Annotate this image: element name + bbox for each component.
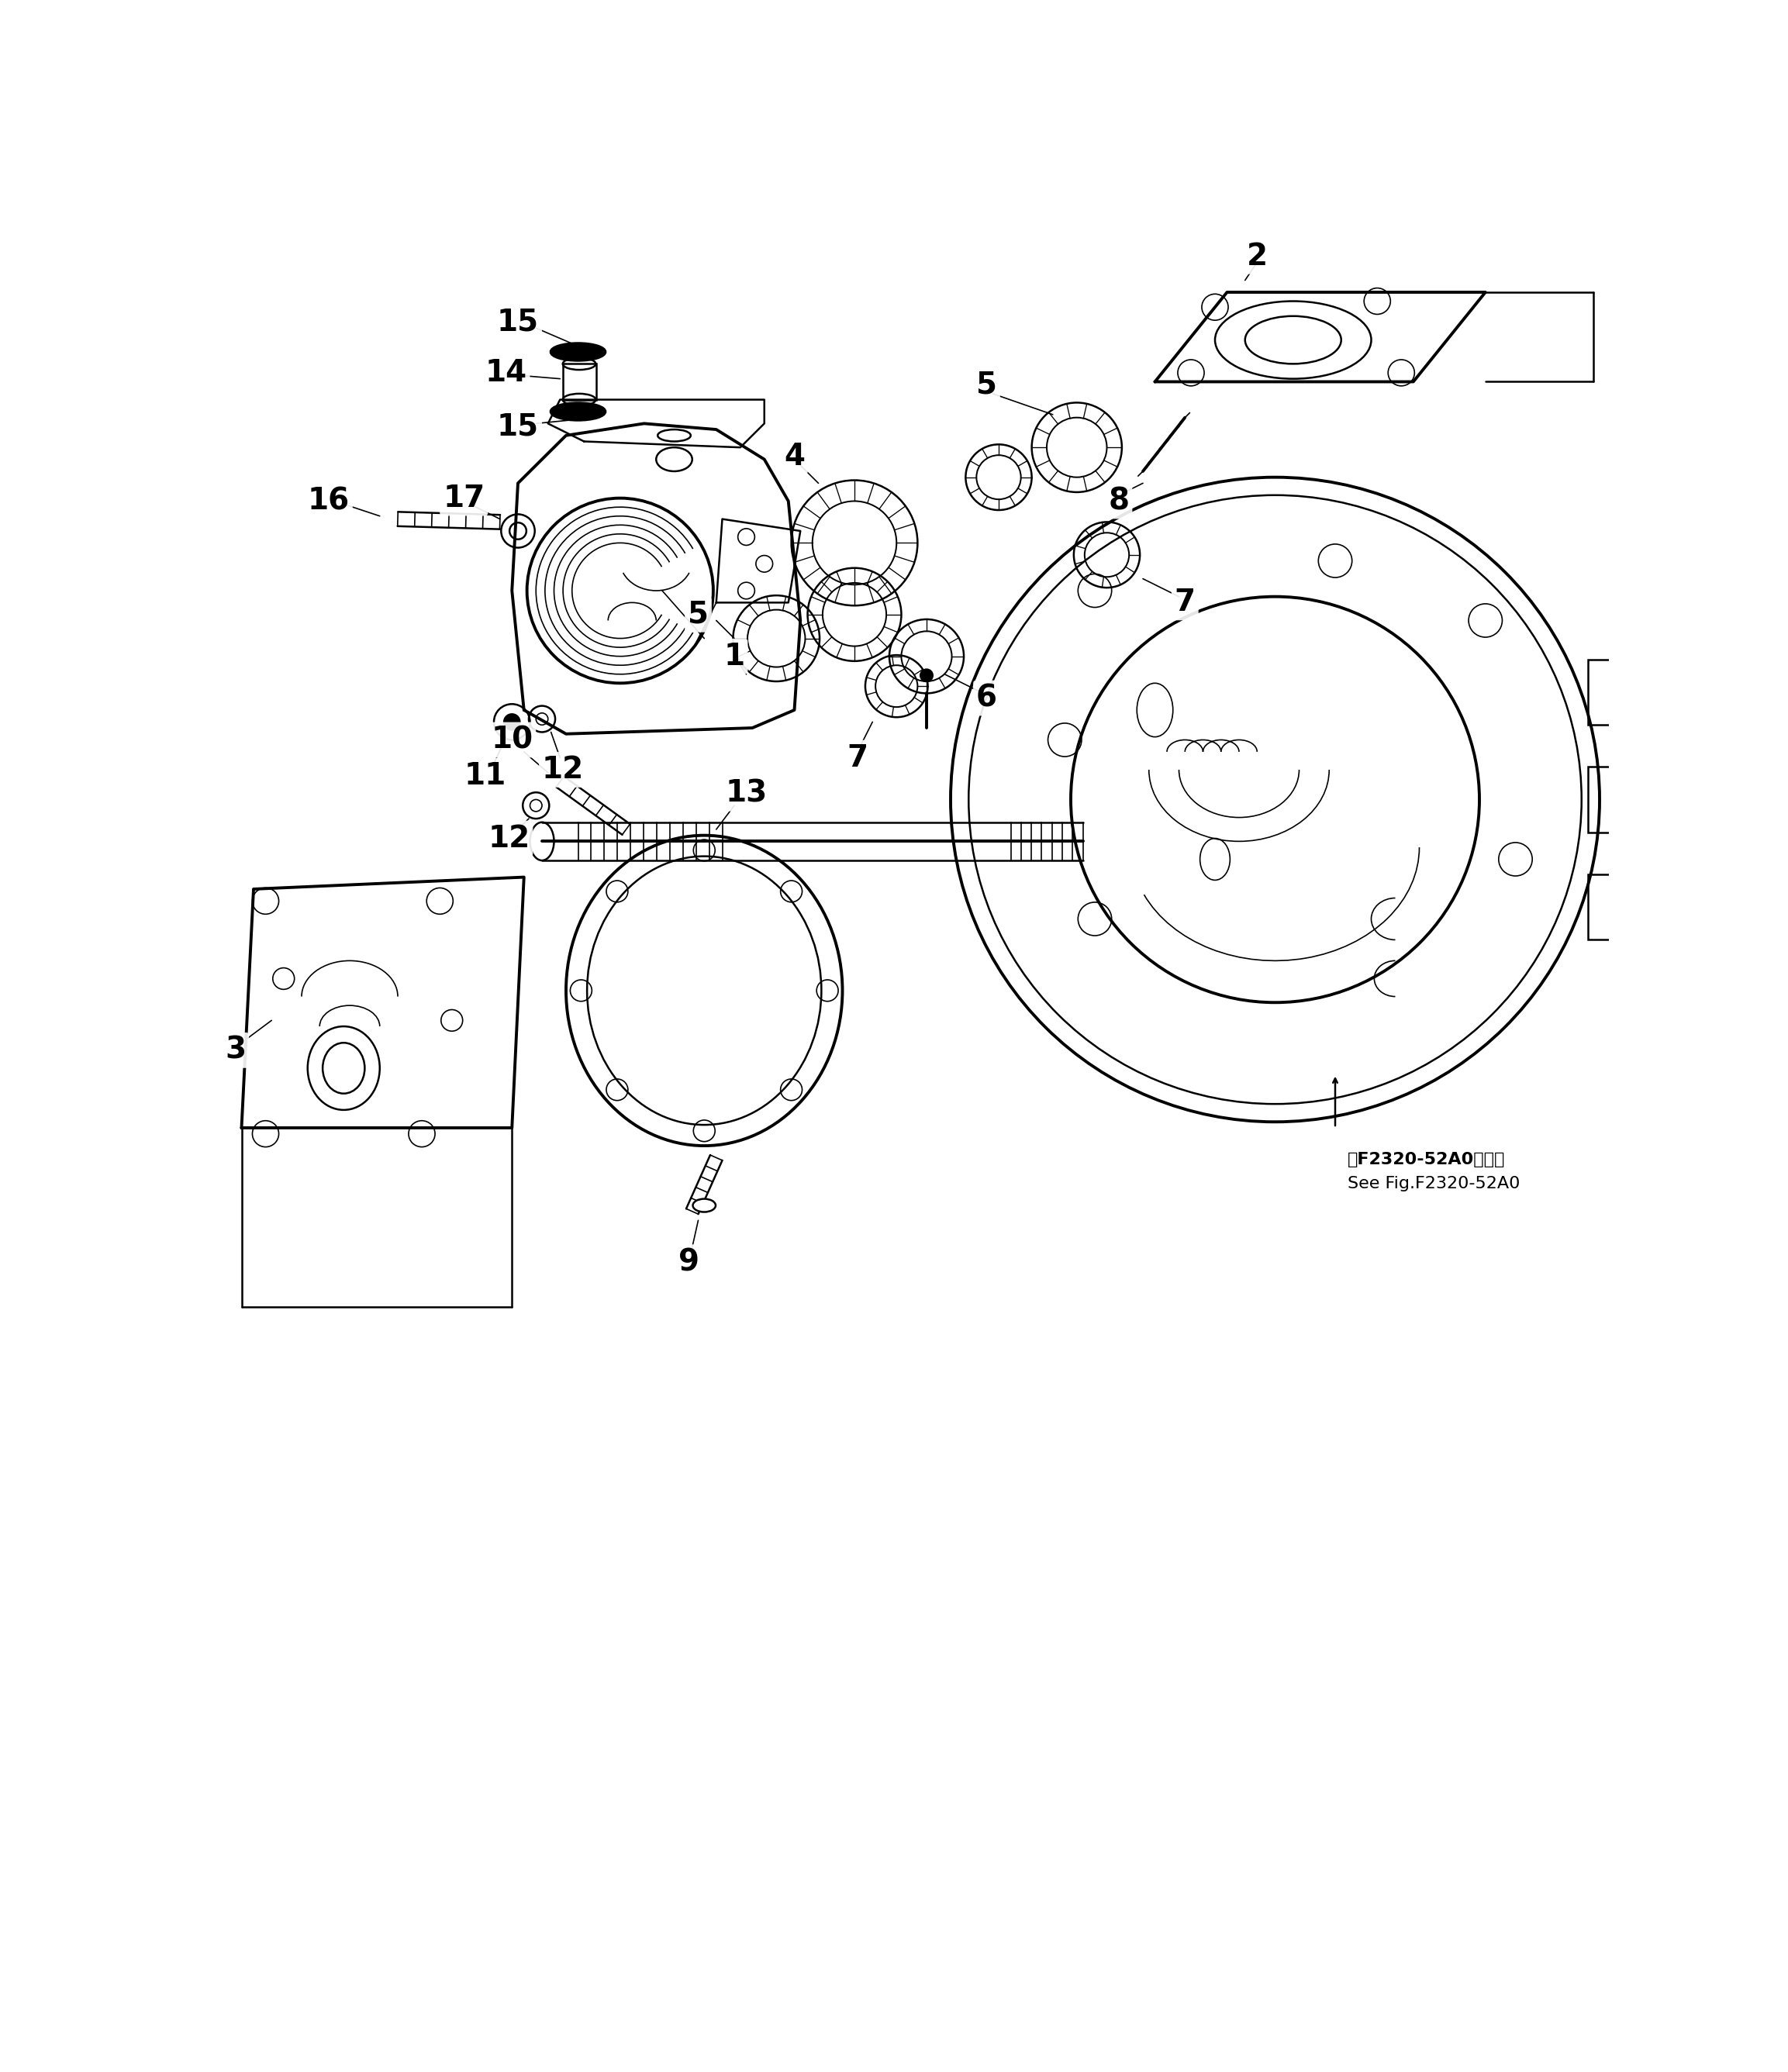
Text: 5: 5: [688, 599, 708, 630]
Ellipse shape: [551, 404, 604, 421]
Text: 15: 15: [497, 307, 538, 338]
Text: 1: 1: [724, 642, 746, 671]
Text: 4: 4: [783, 441, 805, 470]
Text: 第F2320-52A0図参照: 第F2320-52A0図参照: [1346, 1152, 1505, 1167]
Bar: [1588, 767, 1659, 833]
Text: 3: 3: [225, 1036, 247, 1065]
Text: 2: 2: [1246, 242, 1268, 271]
Bar: [1588, 874, 1659, 941]
Bar: [563, 365, 595, 400]
Text: See Fig.F2320-52A0: See Fig.F2320-52A0: [1346, 1175, 1520, 1191]
Text: 14: 14: [485, 358, 527, 387]
Text: 10: 10: [492, 725, 533, 754]
Text: 11: 11: [463, 760, 506, 789]
Text: 6: 6: [976, 684, 998, 713]
Text: 17: 17: [443, 483, 485, 514]
Ellipse shape: [692, 1200, 715, 1212]
Circle shape: [921, 669, 933, 682]
Bar: [1588, 659, 1659, 725]
Text: 9: 9: [679, 1247, 699, 1276]
Text: 7: 7: [848, 744, 867, 773]
Ellipse shape: [551, 344, 604, 361]
Text: 8: 8: [1109, 487, 1130, 516]
Text: 15: 15: [497, 412, 538, 441]
Text: 16: 16: [308, 487, 350, 516]
Text: 12: 12: [488, 825, 529, 854]
Text: 13: 13: [726, 779, 767, 808]
Text: 5: 5: [976, 371, 998, 400]
Text: 7: 7: [1175, 588, 1196, 617]
Text: 12: 12: [542, 754, 585, 785]
Circle shape: [504, 715, 520, 729]
